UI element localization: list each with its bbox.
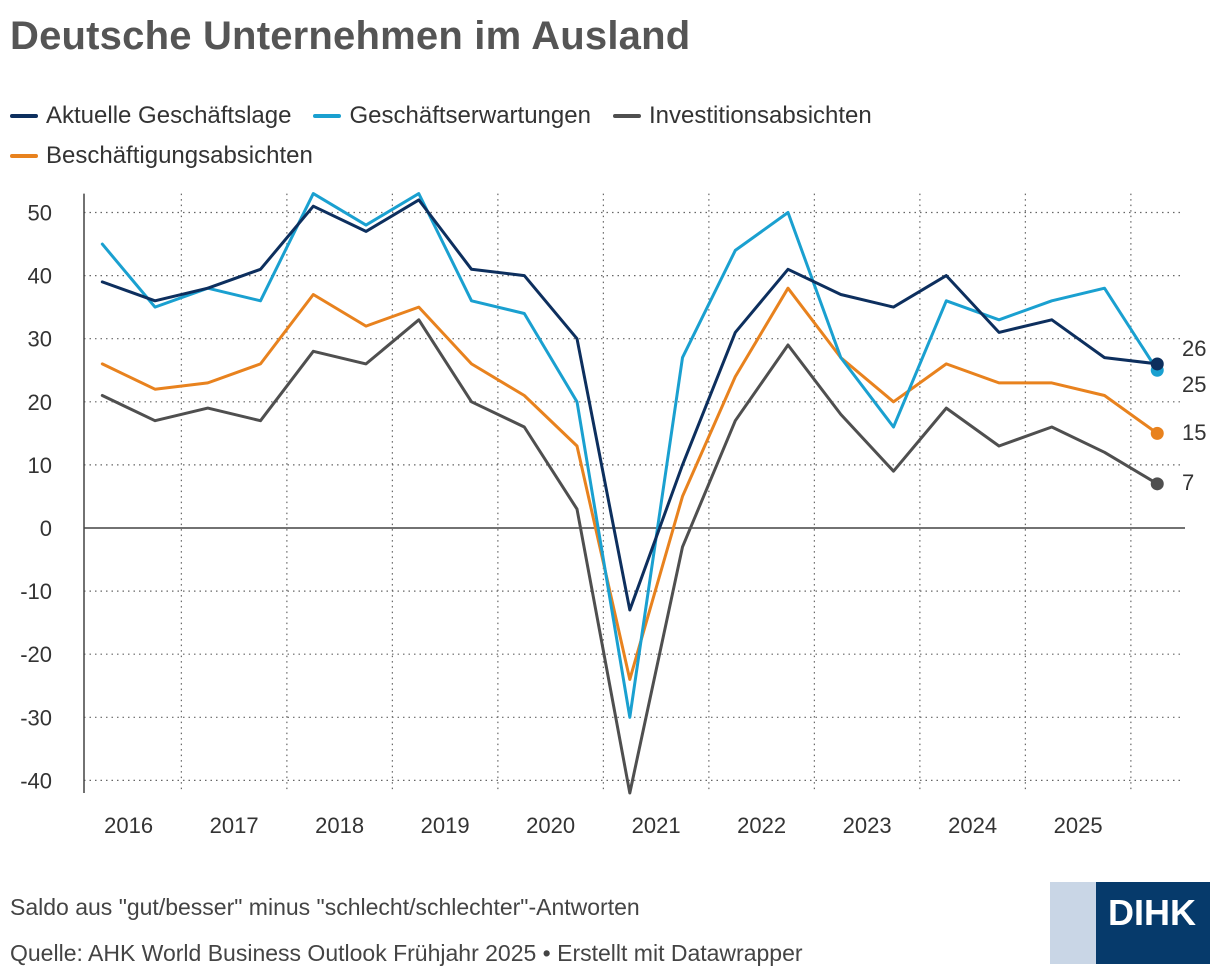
chart-description: Saldo aus "gut/besser" minus "schlecht/s… xyxy=(10,894,640,920)
x-tick-label: 2025 xyxy=(1054,813,1103,838)
y-tick-label: 50 xyxy=(28,201,52,226)
series-end-label: 25 xyxy=(1182,372,1206,397)
chart-notes: Saldo aus "gut/besser" minus "schlecht/s… xyxy=(10,884,803,976)
legend-item-beschaeftigungsabsichten: Beschäftigungsabsichten xyxy=(10,142,313,170)
x-tick-label: 2018 xyxy=(315,813,364,838)
x-tick-label: 2023 xyxy=(843,813,892,838)
legend-item-aktuelle-geschaeftslage: Aktuelle Geschäftslage xyxy=(10,102,291,130)
legend-label: Geschäftserwartungen xyxy=(349,102,591,129)
series-line xyxy=(100,192,1159,719)
series-line xyxy=(100,198,1159,612)
series-end-label: 7 xyxy=(1182,470,1194,495)
legend-item-geschaeftserwartungen: Geschäftserwartungen xyxy=(313,102,591,130)
legend-swatch xyxy=(10,114,38,118)
chart-source: Quelle: AHK World Business Outlook Frühj… xyxy=(10,940,803,966)
y-tick-label: -30 xyxy=(20,705,52,730)
logo-shape-dark xyxy=(1096,882,1210,964)
chart-title: Deutsche Unternehmen im Ausland xyxy=(10,14,691,58)
series-end-label: 15 xyxy=(1182,420,1206,445)
y-tick-label: -10 xyxy=(20,579,52,604)
legend-item-investitionsabsichten: Investitionsabsichten xyxy=(612,102,872,130)
y-tick-label: 10 xyxy=(28,453,52,478)
legend-label: Aktuelle Geschäftslage xyxy=(46,102,292,129)
y-tick-label: 30 xyxy=(28,327,52,352)
legend-label: Beschäftigungsabsichten xyxy=(46,142,313,169)
x-tick-label: 2020 xyxy=(526,813,575,838)
series-end-label: 26 xyxy=(1182,336,1206,361)
series-end-point xyxy=(1150,357,1164,371)
y-tick-label: 40 xyxy=(28,264,52,289)
legend-swatch xyxy=(10,154,38,158)
y-tick-label: -20 xyxy=(20,642,52,667)
x-tick-label: 2021 xyxy=(632,813,681,838)
x-tick-label: 2022 xyxy=(737,813,786,838)
logo-text: DIHK xyxy=(1108,892,1196,933)
series-line xyxy=(100,318,1159,795)
line-chart: 50 40 30 20 10 0 -10 -20 -30 -40 2016 2017 2018 2019 2… xyxy=(20,192,1206,838)
legend-swatch xyxy=(313,114,342,118)
series-line xyxy=(100,286,1159,681)
x-tick-label: 2017 xyxy=(210,813,259,838)
series-end-point xyxy=(1150,477,1164,491)
x-tick-label: 2019 xyxy=(421,813,470,838)
legend-label: Investitionsabsichten xyxy=(648,102,872,129)
y-tick-label: 0 xyxy=(40,516,52,541)
legend-swatch xyxy=(612,114,641,118)
series-end-point xyxy=(1150,426,1164,440)
legend: Aktuelle Geschäftslage Geschäftserwartun… xyxy=(10,96,1010,176)
y-tick-label: -40 xyxy=(20,768,52,793)
dihk-logo: DIHK xyxy=(1050,882,1210,964)
x-tick-label: 2016 xyxy=(104,813,153,838)
y-tick-label: 20 xyxy=(28,390,52,415)
x-tick-label: 2024 xyxy=(948,813,997,838)
